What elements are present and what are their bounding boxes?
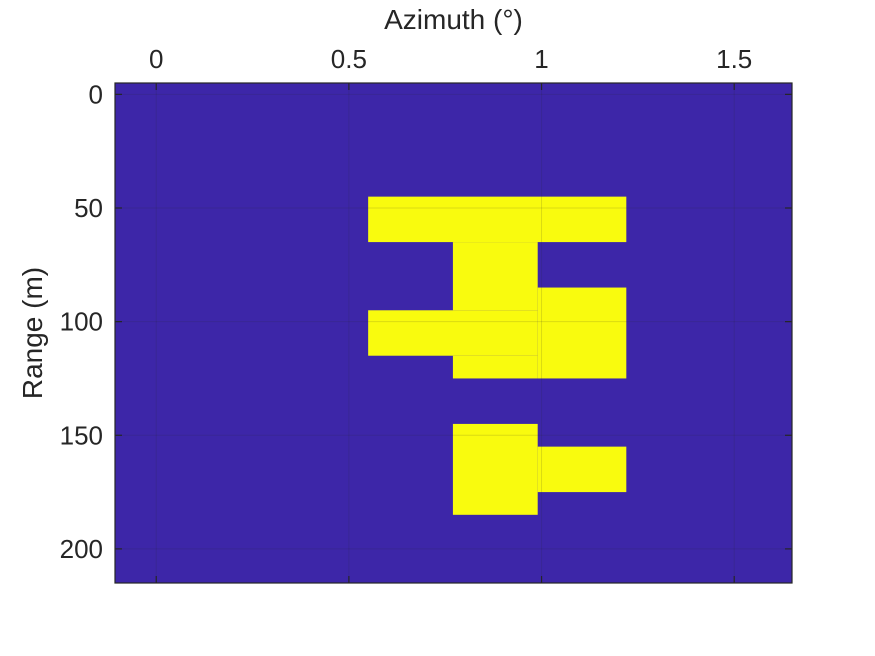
x-tick-label-0: 0 — [149, 44, 163, 74]
y-tick-label-1: 50 — [74, 193, 103, 223]
y-axis-ticks: 0 50 100 150 200 — [60, 79, 792, 564]
x-axis-title: Azimuth (°) — [384, 4, 523, 35]
detection-cell-6 — [452, 423, 538, 515]
grid-lines — [115, 83, 792, 583]
detection-cell-1 — [368, 196, 627, 243]
x-tick-label-1: 0.5 — [331, 44, 367, 74]
y-axis-title: Range (m) — [17, 267, 48, 399]
detection-cell-5 — [452, 355, 538, 379]
detection-cell-7 — [537, 446, 627, 493]
detection-cell-4 — [368, 310, 538, 356]
x-tick-label-3: 1.5 — [716, 44, 752, 74]
detection-cell-2 — [452, 242, 538, 311]
detection-cells — [368, 196, 627, 515]
detection-cell-3 — [537, 287, 627, 379]
x-axis-ticks: 0 0.5 1 1.5 — [149, 44, 752, 583]
y-tick-label-4: 200 — [60, 534, 103, 564]
y-tick-label-3: 150 — [60, 420, 103, 450]
x-tick-label-2: 1 — [534, 44, 548, 74]
y-tick-label-2: 100 — [60, 307, 103, 337]
y-tick-label-0: 0 — [89, 79, 103, 109]
axes-box — [114, 82, 793, 584]
